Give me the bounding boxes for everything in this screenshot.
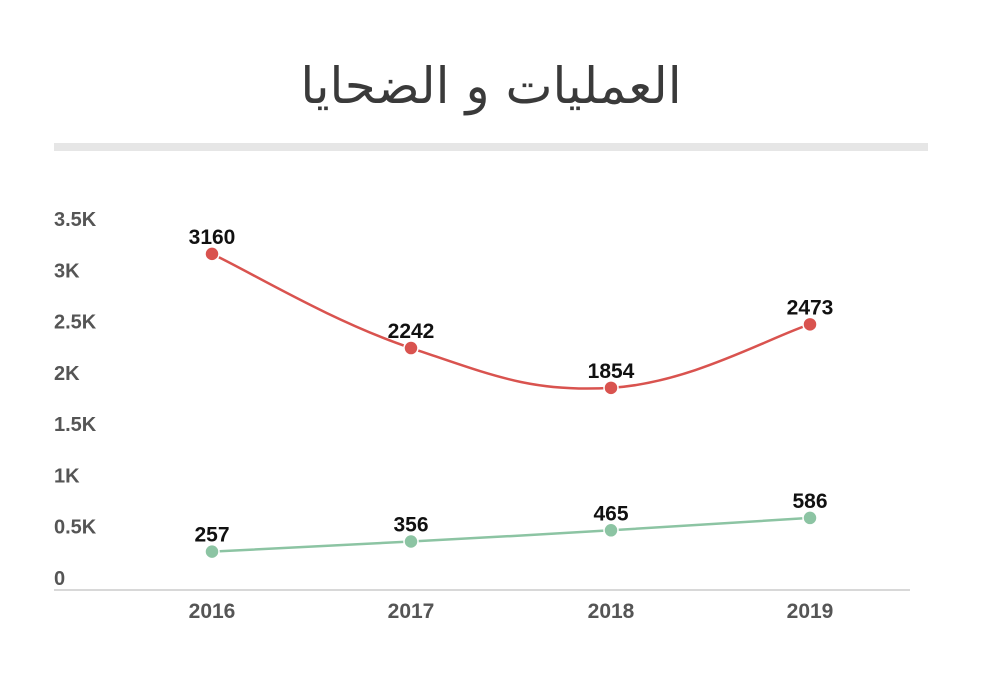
x-tick-label: 2018 (588, 600, 635, 623)
data-point[interactable] (603, 522, 619, 539)
y-tick-label: 2.5K (54, 312, 97, 334)
x-tick-label: 2019 (787, 600, 834, 623)
data-point[interactable] (802, 316, 818, 333)
series-2: 257 356 465 586 (194, 490, 828, 560)
data-label: 356 (393, 513, 428, 536)
data-point[interactable] (603, 380, 619, 396)
y-axis: 0 0.5K 1K 1.5K 2K 2.5K 3K 3.5K (54, 209, 97, 590)
x-axis: 2016 2017 2018 2019 (54, 589, 910, 623)
data-label: 1854 (588, 360, 635, 383)
y-tick-label: 3.5K (54, 209, 97, 231)
title-divider (54, 143, 928, 151)
data-label: 465 (593, 502, 628, 525)
data-point[interactable] (802, 510, 818, 526)
y-tick-label: 0.5K (54, 517, 97, 539)
data-label: 2242 (388, 320, 435, 343)
y-tick-label: 1K (54, 465, 80, 487)
chart-title: العمليات و الضحايا (300, 57, 682, 115)
data-point[interactable] (204, 246, 220, 262)
plot-area: 3160 2242 1854 2473 257 356 465 586 (189, 226, 834, 560)
y-tick-label: 1.5K (54, 414, 97, 436)
data-point[interactable] (403, 533, 419, 550)
data-point[interactable] (204, 543, 220, 560)
data-point[interactable] (403, 340, 419, 356)
series-line (211, 516, 811, 553)
data-label: 257 (194, 524, 229, 547)
series-1: 3160 2242 1854 2473 (189, 226, 834, 396)
y-tick-label: 0 (54, 568, 65, 590)
y-tick-label: 2K (54, 363, 80, 385)
data-label: 3160 (189, 226, 236, 249)
series-line (211, 252, 811, 390)
x-tick-label: 2016 (189, 600, 236, 623)
data-label: 586 (792, 490, 827, 513)
y-tick-label: 3K (54, 260, 80, 282)
data-label: 2473 (787, 296, 834, 319)
x-tick-label: 2017 (388, 600, 435, 623)
